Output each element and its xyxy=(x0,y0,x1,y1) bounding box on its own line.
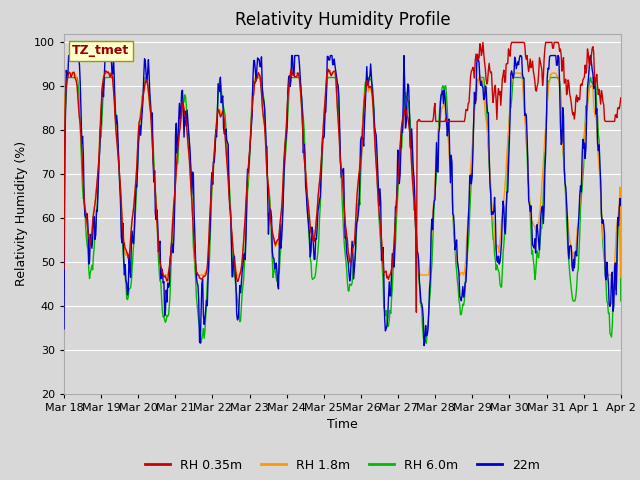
Text: TZ_tmet: TZ_tmet xyxy=(72,44,130,58)
Y-axis label: Relativity Humidity (%): Relativity Humidity (%) xyxy=(15,141,28,286)
Legend: RH 0.35m, RH 1.8m, RH 6.0m, 22m: RH 0.35m, RH 1.8m, RH 6.0m, 22m xyxy=(140,454,545,477)
X-axis label: Time: Time xyxy=(327,418,358,431)
Title: Relativity Humidity Profile: Relativity Humidity Profile xyxy=(235,11,450,29)
